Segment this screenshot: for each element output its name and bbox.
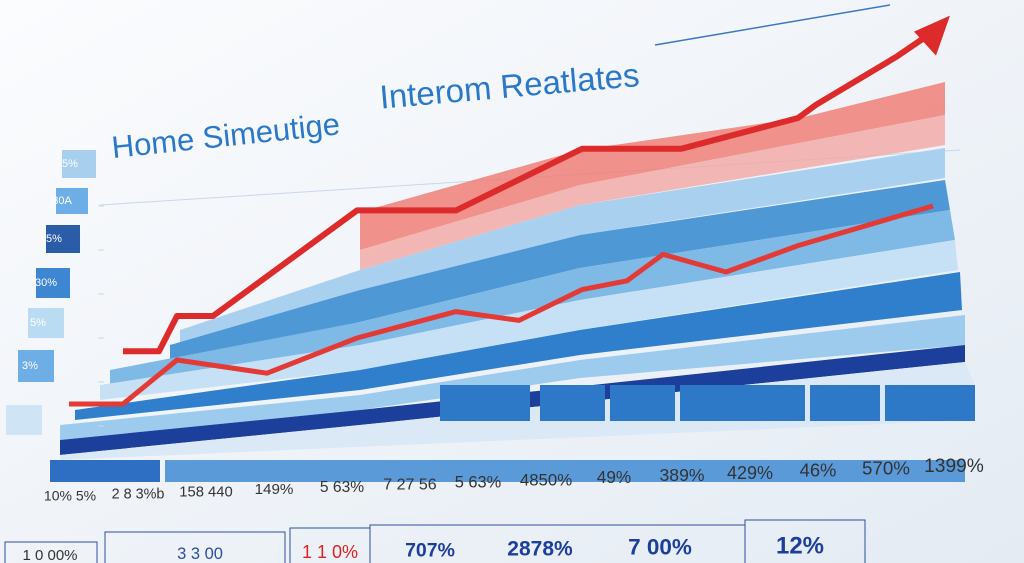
table-value: 2878% <box>507 538 573 561</box>
x-label: 158 440 <box>179 484 233 500</box>
x-label: 389% <box>660 465 705 485</box>
band <box>170 180 950 365</box>
y-tick-label: 3% <box>22 360 38 372</box>
x-label: 429% <box>727 463 773 483</box>
band <box>100 240 958 400</box>
bar-strip <box>440 385 975 421</box>
x-label: 570% <box>862 457 910 478</box>
table-value: 1 1 0% <box>302 542 358 562</box>
band <box>180 148 945 345</box>
table-value: 707% <box>405 540 455 562</box>
x-label: 5 63% <box>320 479 364 496</box>
table-value: 3 3 00 <box>177 545 223 563</box>
data-line <box>123 23 944 355</box>
x-label: 2 8 3%b <box>112 486 165 502</box>
x-label: 10% 5% <box>44 488 96 504</box>
x-label: 49% <box>597 467 631 487</box>
bands <box>50 82 975 482</box>
x-label: 149% <box>255 481 294 498</box>
band <box>360 115 945 270</box>
band <box>110 210 955 385</box>
y-tick-label: 30A <box>52 195 72 207</box>
band <box>75 272 962 420</box>
table-value: 7 00% <box>628 534 692 559</box>
x-label: 4850% <box>520 470 572 489</box>
table-value: 1 0 00% <box>22 547 77 563</box>
left-boxes <box>6 150 96 435</box>
x-label: 1399% <box>924 456 984 477</box>
band <box>360 82 945 250</box>
y-tick-label: 5% <box>30 317 46 329</box>
x-label: 5 63% <box>455 474 501 492</box>
table <box>4 519 866 563</box>
x-label: 7 27 56 <box>383 477 436 494</box>
deco-line <box>654 4 891 46</box>
x-label: 46% <box>800 460 837 481</box>
bar-strip <box>50 460 160 482</box>
data-line <box>69 203 934 407</box>
bar-strip <box>165 460 965 482</box>
table-value: 12% <box>776 532 824 559</box>
y-tick-label: 5% <box>46 233 62 245</box>
y-tick-label: 5% <box>62 158 78 170</box>
band <box>60 315 965 440</box>
y-tick-label: 30% <box>35 277 57 289</box>
arrow-head <box>914 15 950 56</box>
